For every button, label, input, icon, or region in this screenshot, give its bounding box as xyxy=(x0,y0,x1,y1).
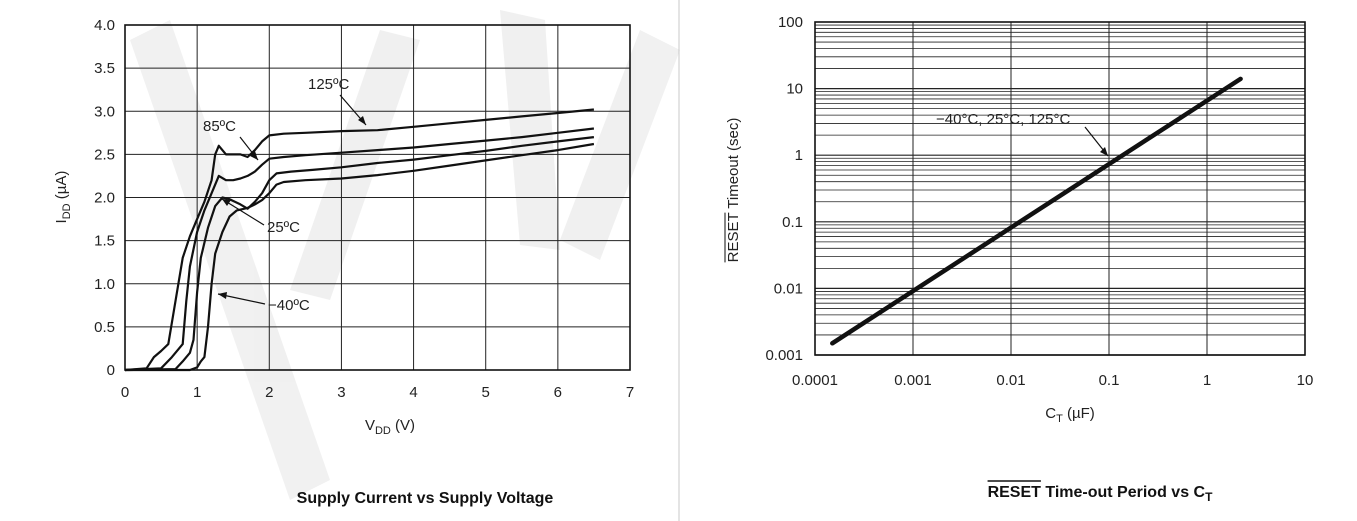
annotation-all-temps-arrow xyxy=(1100,147,1108,156)
right-x-tick-label: 0.1 xyxy=(1099,372,1120,389)
left-x-ticks: 0 1 2 3 4 5 6 7 xyxy=(121,384,634,401)
left-plot-frame xyxy=(124,24,631,371)
annotation-125c: 125ºC xyxy=(308,76,350,93)
left-x-tick-label: 4 xyxy=(409,384,417,401)
annotation-minus40c-arrow xyxy=(218,292,227,299)
left-x-tick-label: 7 xyxy=(626,384,634,401)
left-y-tick-label: 4.0 xyxy=(94,17,115,34)
left-y-ticks: 0 0.5 1.0 1.5 2.0 2.5 3.0 3.5 4.0 xyxy=(94,17,115,379)
right-x-ticks: 0.0001 0.001 0.01 0.1 1 10 xyxy=(792,372,1313,389)
right-x-tick-label: 1 xyxy=(1203,372,1211,389)
right-annotations: −40°C, 25°C, 125°C xyxy=(936,111,1109,157)
left-series-line-1 xyxy=(124,127,595,372)
right-x-tick-label: 0.0001 xyxy=(792,372,838,389)
left-y-tick-label: 3.0 xyxy=(94,103,115,120)
right-x-tick-label: 0.001 xyxy=(894,372,932,389)
right-x-tick-label: 0.01 xyxy=(996,372,1025,389)
left-chart-title: Supply Current vs Supply Voltage xyxy=(297,490,554,507)
right-series-line-0 xyxy=(830,76,1243,346)
right-y-ticks: 0.001 0.01 0.1 1 10 100 xyxy=(765,14,803,364)
left-y-tick-label: 0.5 xyxy=(94,319,115,336)
right-grid xyxy=(814,22,1306,356)
right-chart-title: RESET Time-out Period vs CT xyxy=(987,480,1214,504)
left-x-tick-label: 5 xyxy=(482,384,490,401)
right-y-tick-label: 0.1 xyxy=(782,214,803,231)
left-y-axis-label: IDD (µA) xyxy=(53,171,73,224)
left-y-tick-label: 2.5 xyxy=(94,146,115,163)
annotation-25c-arrow xyxy=(222,199,231,206)
right-y-axis-label: RESET Timeout (sec) xyxy=(724,118,742,263)
left-x-tick-label: 1 xyxy=(193,384,201,401)
left-x-axis-label: VDD (V) xyxy=(365,417,415,437)
right-series xyxy=(830,76,1243,346)
svg-text:RESET Timeout (sec): RESET Timeout (sec) xyxy=(725,118,742,263)
left-y-tick-label: 1.0 xyxy=(94,276,115,293)
left-series-line-3 xyxy=(125,142,595,372)
annotation-125c-arrow xyxy=(358,116,366,125)
right-y-tick-label: 1 xyxy=(795,147,803,164)
right-y-tick-label: 0.001 xyxy=(765,347,803,364)
left-series xyxy=(124,108,595,372)
left-series-line-2 xyxy=(124,136,595,372)
right-x-tick-label: 10 xyxy=(1297,372,1314,389)
annotation-all-temps: −40°C, 25°C, 125°C xyxy=(936,111,1070,128)
chart-supply-current: 0 1 2 3 4 5 6 7 0 0.5 1.0 1.5 2.0 2.5 3.0 3.5 4.0 VDD (… xyxy=(53,17,634,507)
right-y-tick-label: 100 xyxy=(778,14,803,31)
left-y-tick-label: 3.5 xyxy=(94,60,115,77)
right-plot-frame xyxy=(814,21,1306,356)
right-x-axis-label: CT (µF) xyxy=(1045,405,1095,425)
right-y-tick-label: 0.01 xyxy=(774,280,803,297)
left-y-tick-label: 2.0 xyxy=(94,190,115,207)
right-y-tick-label: 10 xyxy=(786,81,803,98)
chart-reset-timeout: 0.0001 0.001 0.01 0.1 1 10 0.001 0.01 0.1 1 10 100… xyxy=(724,14,1313,504)
left-annotations: 125ºC 85ºC 25ºC −40ºC xyxy=(203,76,367,314)
left-x-tick-label: 2 xyxy=(265,384,273,401)
left-y-tick-label: 0 xyxy=(107,362,115,379)
left-x-tick-label: 6 xyxy=(554,384,562,401)
left-y-tick-label: 1.5 xyxy=(94,233,115,250)
left-series-line-0 xyxy=(124,108,595,372)
svg-text:RESET Time-out Period vs CT: RESET Time-out Period vs CT xyxy=(988,484,1214,504)
annotation-25c: 25ºC xyxy=(267,219,300,236)
left-x-tick-label: 0 xyxy=(121,384,129,401)
annotation-85c: 85ºC xyxy=(203,118,236,135)
annotation-minus40c: −40ºC xyxy=(268,297,310,314)
annotation-25c-leader xyxy=(221,198,265,226)
left-x-tick-label: 3 xyxy=(337,384,345,401)
annotation-85c-arrow xyxy=(250,151,258,160)
